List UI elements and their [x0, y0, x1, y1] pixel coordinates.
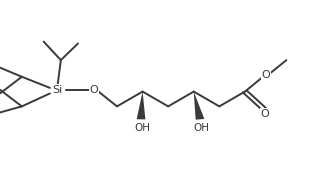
Polygon shape	[194, 92, 204, 120]
Text: O: O	[262, 70, 271, 80]
Text: O: O	[89, 85, 98, 95]
Text: O: O	[261, 109, 270, 119]
Text: Si: Si	[53, 85, 63, 95]
Polygon shape	[137, 92, 145, 119]
Text: OH: OH	[134, 123, 151, 133]
Text: OH: OH	[193, 123, 210, 133]
